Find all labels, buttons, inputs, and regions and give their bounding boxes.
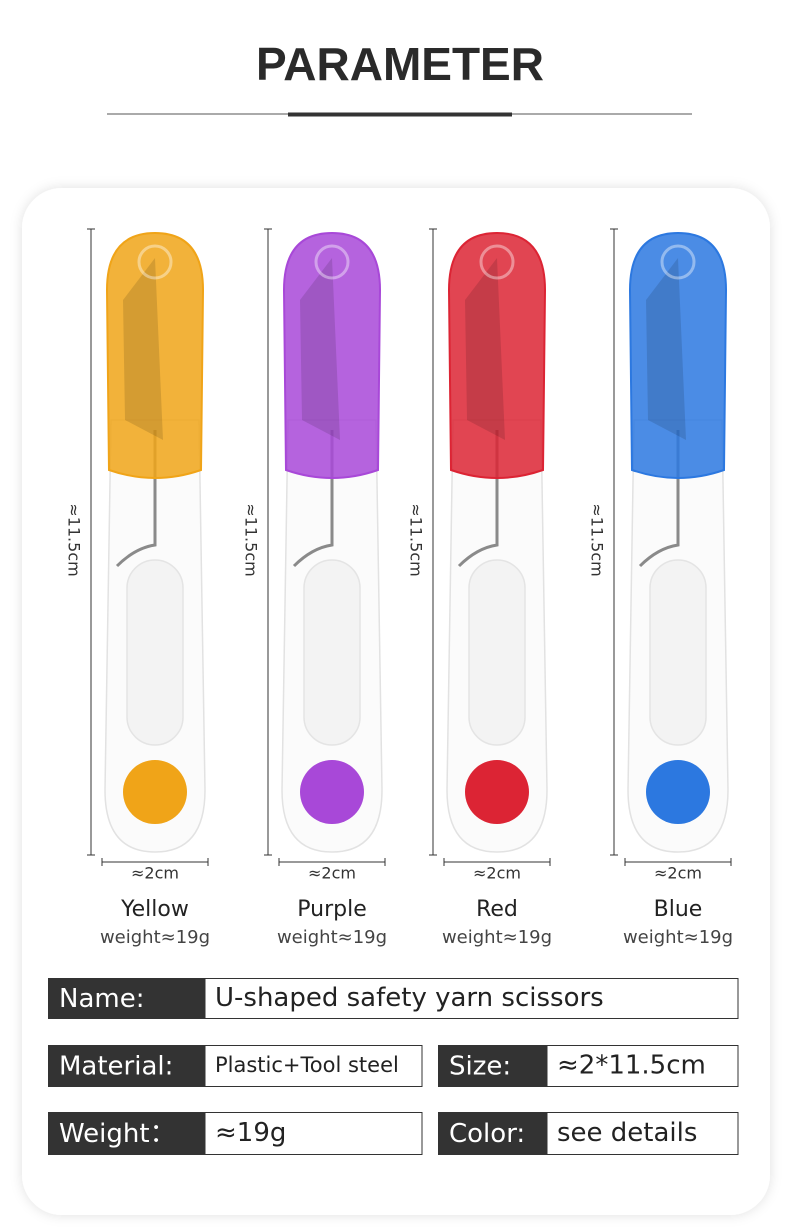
- color-name: Yellow: [120, 897, 189, 922]
- weight-label: weight≈19g: [623, 927, 733, 948]
- cap-ring: [314, 244, 350, 280]
- cap-blade: [646, 258, 686, 440]
- spec-value: Plastic+Tool steel: [215, 1053, 399, 1077]
- width-label: ≈2cm: [654, 864, 702, 883]
- card: [22, 188, 770, 1215]
- cap-ring: [137, 244, 173, 280]
- spec-value-box: [546, 1112, 739, 1155]
- spec-value: ≈19g: [215, 1118, 286, 1148]
- spec-label-box: [48, 978, 205, 1019]
- button: [300, 760, 364, 824]
- cap-ring: [660, 244, 696, 280]
- spec-label-box: [438, 1112, 547, 1155]
- width-label: ≈2cm: [308, 864, 356, 883]
- grip-slot: [303, 559, 361, 746]
- spec-value-box: [204, 1045, 423, 1087]
- color-name: Red: [476, 897, 518, 922]
- spec-label: Weight：: [59, 1119, 176, 1149]
- cap: [105, 231, 205, 479]
- color-name: Blue: [654, 897, 703, 922]
- weight-label: weight≈19g: [277, 927, 387, 948]
- spec-label: Color:: [449, 1119, 525, 1149]
- spec-value: see details: [557, 1118, 697, 1148]
- spec-label-box: [48, 1045, 205, 1087]
- cap: [282, 231, 382, 479]
- spec-value-box: [204, 1112, 423, 1155]
- spec-label: Size:: [449, 1052, 511, 1082]
- spec-value: ≈2*11.5cm: [557, 1051, 706, 1081]
- spec-value-box: [204, 978, 739, 1019]
- height-label: ≈11.5cm: [242, 503, 261, 576]
- spec-label: Name:: [59, 984, 144, 1014]
- spec-value: U-shaped safety yarn scissors: [215, 983, 604, 1013]
- width-label: ≈2cm: [473, 864, 521, 883]
- spec-label-box: [438, 1045, 547, 1087]
- cap: [628, 231, 728, 479]
- grip-slot: [649, 559, 707, 746]
- cap-blade: [300, 258, 340, 440]
- spec-label-box: [48, 1112, 205, 1155]
- height-label: ≈11.5cm: [65, 503, 84, 576]
- button: [646, 760, 710, 824]
- weight-label: weight≈19g: [100, 927, 210, 948]
- weight-label: weight≈19g: [442, 927, 552, 948]
- grip-slot: [126, 559, 184, 746]
- height-label: ≈11.5cm: [407, 503, 426, 576]
- button: [465, 760, 529, 824]
- height-label: ≈11.5cm: [588, 503, 607, 576]
- title: PARAMETER: [256, 38, 544, 90]
- spec-label: Material:: [59, 1052, 173, 1082]
- cap: [447, 231, 547, 479]
- spec-value-box: [546, 1045, 739, 1087]
- blade: [457, 430, 499, 568]
- blade: [292, 430, 334, 568]
- cap-blade: [465, 258, 505, 440]
- blade: [115, 430, 157, 568]
- cap-blade: [123, 258, 163, 440]
- width-label: ≈2cm: [131, 864, 179, 883]
- blade: [638, 430, 680, 568]
- grip-slot: [468, 559, 526, 746]
- cap-ring: [479, 244, 515, 280]
- button: [123, 760, 187, 824]
- color-name: Purple: [297, 897, 366, 922]
